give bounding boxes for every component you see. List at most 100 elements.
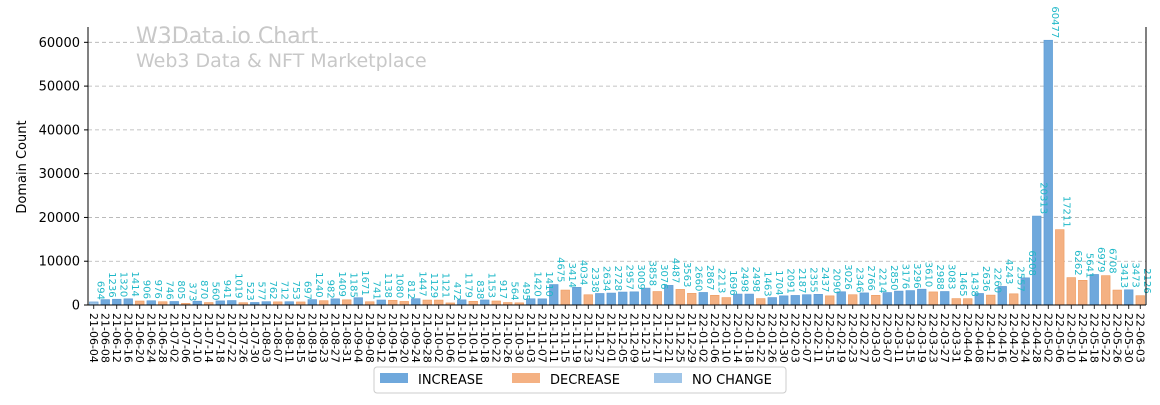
bar-decrease [1066,277,1076,306]
bar-increase [767,297,777,306]
x-tick-label: 21-07-18 [213,313,226,363]
bars-layer [89,39,1145,306]
bar-value-label: 1465 [957,271,968,296]
x-tick-label: 21-12-05 [616,313,629,363]
bar-value-label: 1414 [129,271,140,296]
bar-value-label: 3563 [681,262,692,287]
bar-increase [698,292,708,306]
bar-value-label: 1236 [106,272,117,297]
bar-value-label: 1410 [543,271,554,296]
x-tick-label: 21-06-04 [87,313,100,363]
bar-decrease [721,297,731,306]
bar-value-label: 3026 [842,264,853,289]
x-tick-label: 22-03-03 [869,313,882,363]
bar-value-label: 4675 [554,257,565,282]
x-tick-label: 22-05-06 [1053,313,1066,363]
x-tick-label: 22-02-23 [846,313,859,363]
bar-increase [411,298,421,306]
bar-value-label: 2498 [750,267,761,292]
x-tick-label: 22-03-23 [926,313,939,363]
bar-value-label: 3176 [899,264,910,289]
x-tick-label: 21-09-16 [386,313,399,363]
x-tick-label: 22-05-22 [1099,313,1112,363]
bar-increase [192,300,202,306]
bar-value-label: 812 [405,280,416,299]
bar-increase [595,293,605,306]
bar-decrease [1078,279,1088,306]
bar-increase [1124,289,1134,306]
bar-decrease [710,295,720,306]
bar-increase [733,293,743,306]
bar-value-label: 577 [255,281,266,300]
bar-value-label: 2355 [807,267,818,292]
x-tick-label: 22-02-07 [800,313,813,363]
bar-value-label: 6708 [1106,248,1117,273]
bar-value-label: 2338 [589,267,600,292]
bar-decrease [756,298,766,306]
x-tick-label: 21-06-24 [144,313,157,363]
y-tick-label: 40000 [39,123,80,138]
bar-value-label: 2850 [888,265,899,290]
bar-labels-layer: 694 1236 1320 1414 906 976 746 805 373 870 560 941 1… [94,6,1152,301]
bar-value-label: 495 [520,282,531,301]
bar-value-label: 2660 [692,266,703,291]
bar-value-label: 2636 [980,266,991,291]
x-tick-label: 21-12-13 [639,313,652,363]
legend-label-no-change: NO CHANGE [692,373,772,388]
bar-value-label: 2187 [796,268,807,293]
x-tick-label: 22-01-22 [754,313,767,363]
bar-decrease [135,300,145,306]
y-tick-label: 0 [72,299,80,314]
bar-value-label: 712 [278,281,289,300]
bar-value-label: 1240 [313,272,324,297]
x-tick-label: 21-10-22 [489,313,502,363]
bar-value-label: 17211 [1060,196,1071,228]
x-tick-label: 22-05-14 [1076,313,1089,363]
x-tick-label: 22-01-14 [731,313,744,363]
bar-value-label: 870 [198,280,209,299]
x-tick-label: 22-04-04 [961,313,974,363]
legend-label-decrease: DECREASE [550,373,620,388]
x-tick-label: 22-03-15 [903,313,916,363]
bar-value-label: 6262 [1072,250,1083,275]
bar-decrease [342,299,352,306]
bar-value-label: 1320 [117,272,128,297]
bar-decrease [560,289,570,306]
x-tick-label: 22-05-10 [1064,313,1077,363]
bar-increase [802,294,812,306]
bar-value-label: 4034 [577,260,588,285]
bar-value-label: 3473 [1129,262,1140,287]
y-axis-label: Domain Count [15,120,30,213]
bar-increase [882,292,892,306]
legend-swatch-no-change [654,373,682,383]
y-tick-label: 20000 [39,211,80,226]
x-tick-label: 22-02-03 [788,313,801,363]
bar-decrease [963,298,973,306]
bar-value-label: 1704 [773,270,784,295]
bar-value-label: 4243 [1003,259,1014,284]
bar-value-label: 2634 [600,266,611,291]
bar-increase [227,300,237,306]
bar-value-label: 1438 [968,271,979,296]
bar-increase [1089,274,1099,306]
y-tick-label: 30000 [39,167,80,182]
x-tick-label: 21-11-27 [593,313,606,363]
bar-increase [480,299,490,306]
bar-value-label: 1080 [393,273,404,298]
bar-decrease [871,295,881,306]
x-tick-label: 21-07-14 [202,313,215,363]
x-tick-label: 21-07-06 [179,313,192,363]
bar-increase [353,297,363,306]
x-tick-label: 22-04-20 [1007,313,1020,363]
bar-decrease [687,293,697,306]
bar-value-label: 746 [163,281,174,300]
bar-value-label: 697 [301,281,312,300]
bar-value-label: 2090 [830,268,841,293]
x-tick-label: 22-04-24 [1018,313,1031,363]
y-tick-label: 60000 [39,36,80,51]
bar-increase [215,300,225,306]
x-tick-label: 22-05-26 [1110,313,1123,363]
x-tick-label: 21-10-14 [466,313,479,363]
x-tick-label: 22-03-11 [892,313,905,363]
bar-increase [744,293,754,306]
